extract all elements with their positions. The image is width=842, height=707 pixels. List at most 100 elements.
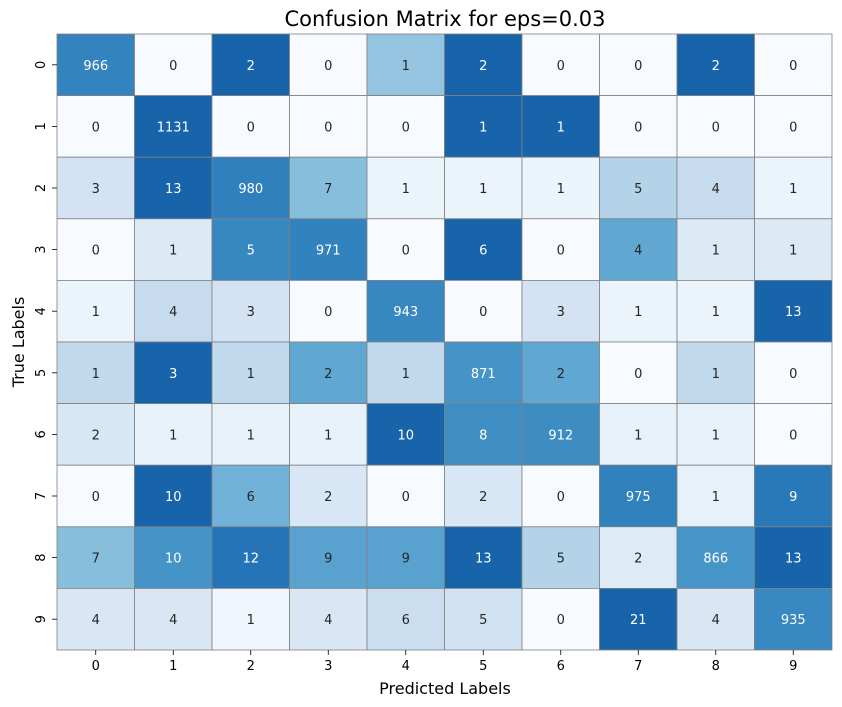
x-tick-label-1: 1 [169, 659, 177, 674]
cell-label-9-6: 0 [557, 613, 565, 628]
cell-3-5 [444, 218, 523, 281]
cell-4-1 [134, 279, 213, 343]
cell-5-2 [211, 341, 290, 404]
cell-3-8 [676, 218, 755, 281]
cell-1-9 [754, 95, 833, 158]
cell-label-7-1: 10 [165, 490, 182, 505]
cell-label-8-0: 7 [92, 552, 100, 567]
cell-label-6-6: 912 [548, 428, 573, 443]
cell-0-0 [56, 33, 135, 96]
cell-4-2 [211, 279, 290, 343]
cell-1-2 [211, 95, 290, 158]
cell-label-4-5: 0 [479, 305, 487, 320]
y-axis: 0 1 2 3 4 5 6 7 8 9 [34, 61, 57, 623]
cell-3-6 [521, 218, 600, 281]
cell-6-3 [289, 403, 368, 466]
cell-label-4-3: 0 [324, 305, 332, 320]
heatmap-annotations: 966 0 2 0 1 2 0 0 2 00 1131 0 0 0 1 1 0 0 03 13 980 7 1 1 1 5 4 10 1… [83, 59, 805, 628]
x-tick-label-8: 8 [712, 659, 720, 674]
y-tick-label-9: 9 [34, 615, 49, 623]
x-tick-label-5: 5 [479, 659, 487, 674]
cell-label-8-9: 13 [785, 552, 802, 567]
cell-9-9 [754, 588, 833, 651]
cell-label-6-3: 1 [324, 428, 332, 443]
x-tick-label-2: 2 [247, 659, 255, 674]
cell-label-0-7: 0 [634, 59, 642, 74]
cell-label-2-9: 1 [789, 182, 797, 197]
cell-5-4 [366, 341, 445, 404]
cell-1-5 [444, 95, 523, 158]
cell-5-5 [444, 341, 523, 404]
cell-0-9 [754, 33, 833, 96]
cell-label-2-5: 1 [479, 182, 487, 197]
x-tick-label-0: 0 [92, 659, 100, 674]
cell-4-7 [599, 279, 678, 343]
cell-3-0 [56, 218, 135, 281]
cell-label-5-0: 1 [92, 367, 100, 382]
y-tick-label-0: 0 [34, 61, 49, 69]
cell-4-5 [444, 279, 523, 343]
cell-3-4 [366, 218, 445, 281]
cell-label-0-4: 1 [402, 59, 410, 74]
cell-9-4 [366, 588, 445, 651]
cell-5-8 [676, 341, 755, 404]
cell-label-0-8: 2 [712, 59, 720, 74]
cell-6-8 [676, 403, 755, 466]
cell-0-4 [366, 33, 445, 96]
cell-4-8 [676, 279, 755, 343]
cell-label-3-4: 0 [402, 244, 410, 259]
cell-label-3-3: 971 [316, 244, 341, 259]
y-tick-label-7: 7 [34, 492, 49, 500]
cell-label-1-6: 1 [557, 120, 565, 135]
x-axis-label: Predicted Labels [379, 679, 511, 698]
cell-label-6-1: 1 [169, 428, 177, 443]
cell-label-2-1: 13 [165, 182, 182, 197]
cell-9-3 [289, 588, 368, 651]
cell-7-8 [676, 464, 755, 528]
cell-2-8 [676, 156, 755, 220]
cell-label-8-6: 5 [557, 552, 565, 567]
cell-label-2-2: 980 [238, 182, 263, 197]
cell-0-1 [134, 33, 213, 96]
cell-label-1-5: 1 [479, 120, 487, 135]
cell-6-6 [521, 403, 600, 466]
cell-label-3-8: 1 [712, 244, 720, 259]
cell-label-9-9: 935 [781, 613, 806, 628]
cell-label-7-8: 1 [712, 490, 720, 505]
y-tick-label-3: 3 [34, 245, 49, 253]
y-tick-label-5: 5 [34, 369, 49, 377]
cell-label-6-7: 1 [634, 428, 642, 443]
cell-label-0-6: 0 [557, 59, 565, 74]
cell-1-3 [289, 95, 368, 158]
cell-label-0-9: 0 [789, 59, 797, 74]
cell-7-9 [754, 464, 833, 528]
cell-label-6-2: 1 [247, 428, 255, 443]
cell-label-8-2: 12 [242, 552, 259, 567]
y-tick-label-6: 6 [34, 430, 49, 438]
cell-label-3-5: 6 [479, 244, 487, 259]
cell-8-1 [134, 526, 213, 589]
cell-label-5-9: 0 [789, 367, 797, 382]
cell-3-7 [599, 218, 678, 281]
cell-4-9 [754, 279, 833, 343]
cell-label-2-8: 4 [712, 182, 720, 197]
cell-label-9-1: 4 [169, 613, 177, 628]
cell-label-3-0: 0 [92, 244, 100, 259]
cell-label-6-8: 1 [712, 428, 720, 443]
cell-label-1-8: 0 [712, 120, 720, 135]
cell-label-5-3: 2 [324, 367, 332, 382]
cell-2-1 [134, 156, 213, 220]
cell-label-5-5: 871 [471, 367, 496, 382]
x-tick-label-9: 9 [789, 659, 797, 674]
cell-8-8 [676, 526, 755, 589]
cell-label-4-4: 943 [393, 305, 418, 320]
cell-5-0 [56, 341, 135, 404]
cell-7-6 [521, 464, 600, 528]
cell-label-0-2: 2 [247, 59, 255, 74]
cell-label-4-7: 1 [634, 305, 642, 320]
cell-8-3 [289, 526, 368, 589]
cell-8-9 [754, 526, 833, 589]
cell-0-2 [211, 33, 290, 96]
cell-7-5 [444, 464, 523, 528]
